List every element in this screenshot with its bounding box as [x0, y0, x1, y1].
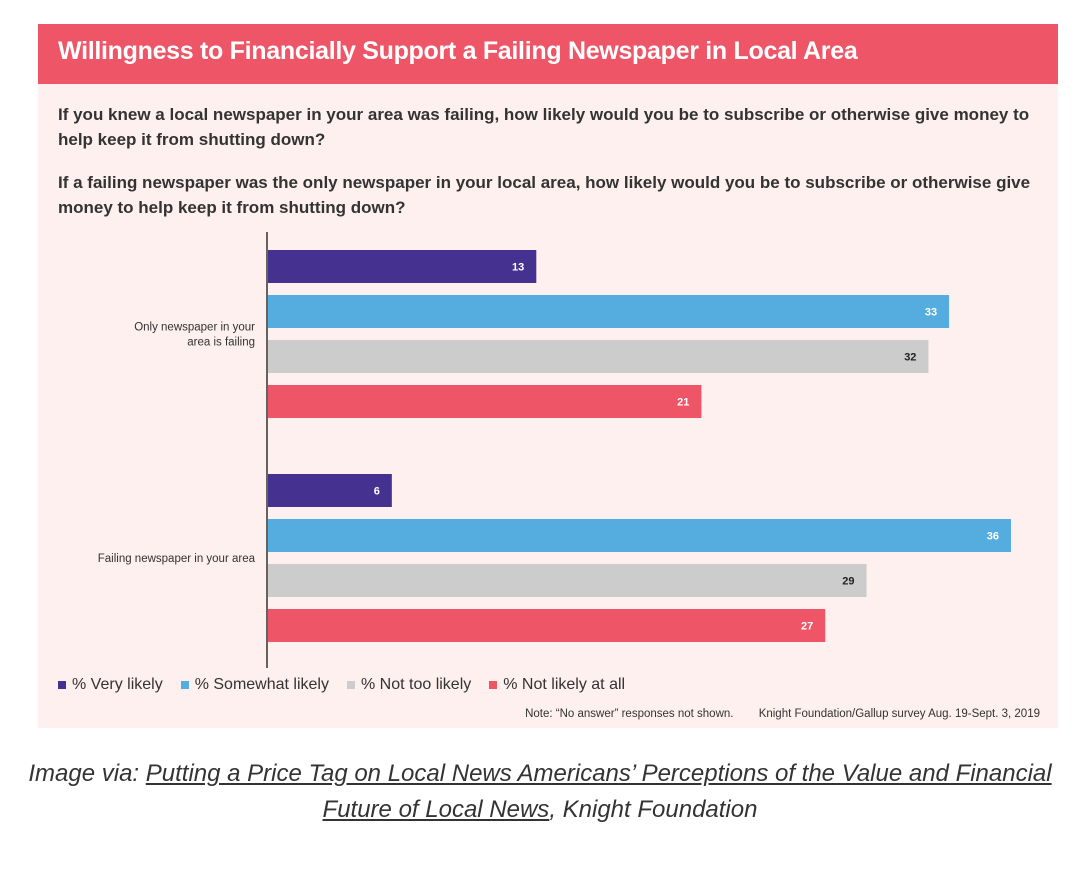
bar-0-2 — [268, 340, 929, 373]
bar-0-1 — [268, 295, 950, 328]
chart-panel: Willingness to Financially Support a Fai… — [38, 24, 1058, 728]
bar-value-label: 32 — [904, 352, 916, 364]
legend-label: % Not likely at all — [503, 676, 626, 693]
category-label: area is failing — [187, 337, 255, 349]
bar-value-label: 27 — [801, 621, 813, 633]
legend-swatch — [489, 681, 498, 689]
bar-value-label: 29 — [842, 576, 854, 588]
category-label: Only newspaper in your — [134, 322, 255, 334]
legend-swatch — [180, 681, 189, 689]
category-label: Failing newspaper in your area — [98, 553, 256, 565]
survey-question-2: If a failing newspaper was the only news… — [58, 173, 1031, 217]
source-link[interactable]: Putting a Price Tag on Local News Americ… — [145, 760, 1052, 823]
legend-swatch — [58, 681, 66, 689]
legend-swatch — [346, 681, 355, 689]
title-bar: Willingness to Financially Support a Fai… — [38, 24, 1058, 84]
bar-0-0 — [268, 250, 537, 283]
chart-footnotes: Note: “No answer” responses not shown. K… — [525, 708, 1040, 720]
bar-1-0 — [268, 474, 392, 507]
source-text: Knight Foundation/Gallup survey Aug. 19-… — [758, 708, 1040, 720]
legend-item: % Very likely — [58, 676, 163, 694]
survey-question-1: If you knew a local newspaper in your ar… — [58, 105, 1030, 149]
bar-value-label: 36 — [987, 531, 999, 543]
caption-prefix: Image via: — [28, 760, 146, 787]
bar-1-2 — [268, 564, 867, 597]
note-text: Note: “No answer” responses not shown. — [525, 708, 734, 720]
legend-label: % Somewhat likely — [194, 676, 329, 693]
bar-value-label: 13 — [512, 262, 524, 274]
legend-item: % Somewhat likely — [180, 676, 329, 694]
bar-1-3 — [268, 609, 826, 642]
bar-0-3 — [268, 385, 702, 418]
caption-suffix: , Knight Foundation — [549, 796, 758, 823]
bar-value-label: 33 — [925, 307, 937, 319]
chart-title: Willingness to Financially Support a Fai… — [58, 37, 858, 65]
image-caption: Image via: Putting a Price Tag on Local … — [0, 756, 1080, 828]
legend-label: % Not too likely — [360, 676, 472, 693]
chart-legend: % Very likely % Somewhat likely % Not too … — [58, 676, 625, 694]
legend-label: % Very likely — [72, 676, 163, 693]
bar-value-label: 6 — [374, 486, 380, 498]
bar-chart: 13 33 32 21 Only newspaper in your area is fa… — [98, 232, 1011, 668]
legend-item: % Not likely at all — [489, 676, 625, 694]
legend-item: % Not too likely — [346, 676, 472, 694]
bar-1-1 — [268, 519, 1011, 552]
bar-value-label: 21 — [677, 397, 689, 409]
